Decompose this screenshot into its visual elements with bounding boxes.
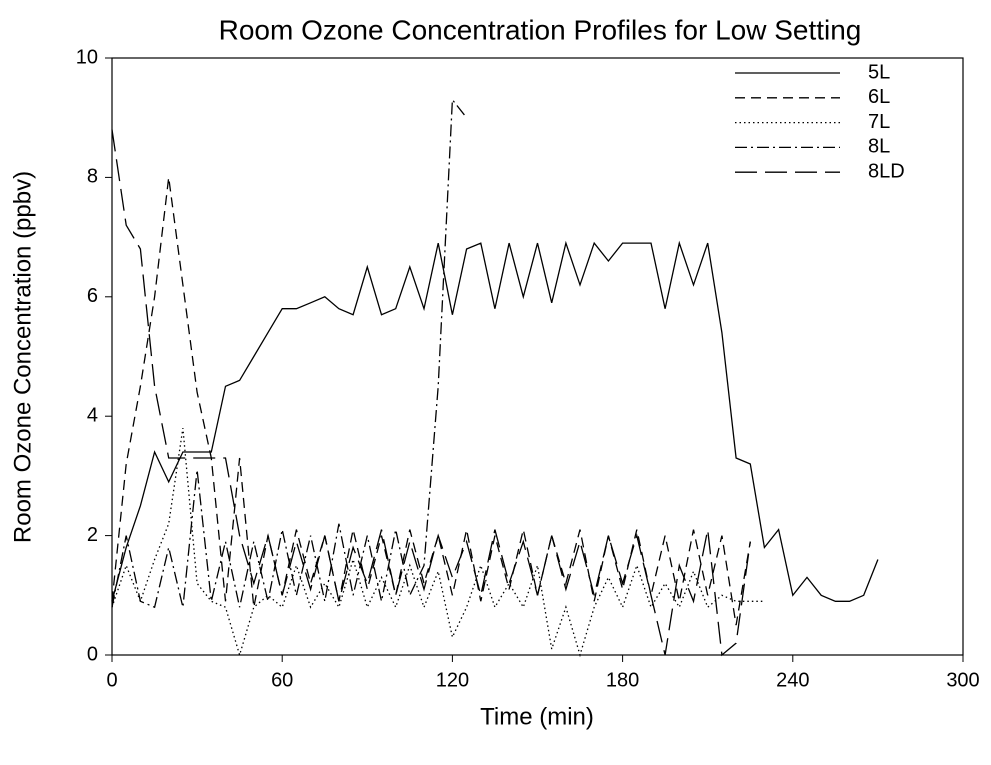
series-line [111, 129, 751, 657]
legend-label: 5L [868, 61, 890, 83]
y-axis-label: Room Ozone Concentration (ppbv) [9, 171, 36, 543]
y-tick-label: 2 [87, 524, 98, 546]
x-tick-label: 0 [106, 669, 117, 691]
x-axis-label: Time (min) [480, 703, 594, 730]
chart-title: Room Ozone Concentration Profiles for Lo… [219, 14, 862, 45]
series-line [111, 428, 765, 658]
legend-label: 6L [868, 86, 890, 108]
x-tick-label: 240 [776, 669, 809, 691]
series-line [111, 240, 879, 602]
y-tick-label: 6 [87, 285, 98, 307]
y-tick-label: 4 [87, 404, 98, 426]
x-tick-label: 300 [946, 669, 979, 691]
series-line [111, 98, 468, 609]
y-tick-label: 8 [87, 166, 98, 188]
x-tick-label: 60 [271, 669, 293, 691]
x-tick-label: 180 [606, 669, 639, 691]
plot-frame [111, 57, 964, 656]
legend-label: 7L [868, 111, 890, 133]
x-tick-label: 120 [436, 669, 469, 691]
legend-label: 8L [868, 136, 890, 158]
series-line [111, 177, 751, 626]
y-tick-label: 10 [76, 46, 98, 68]
y-tick-label: 0 [87, 643, 98, 665]
legend-label: 8LD [868, 160, 905, 182]
